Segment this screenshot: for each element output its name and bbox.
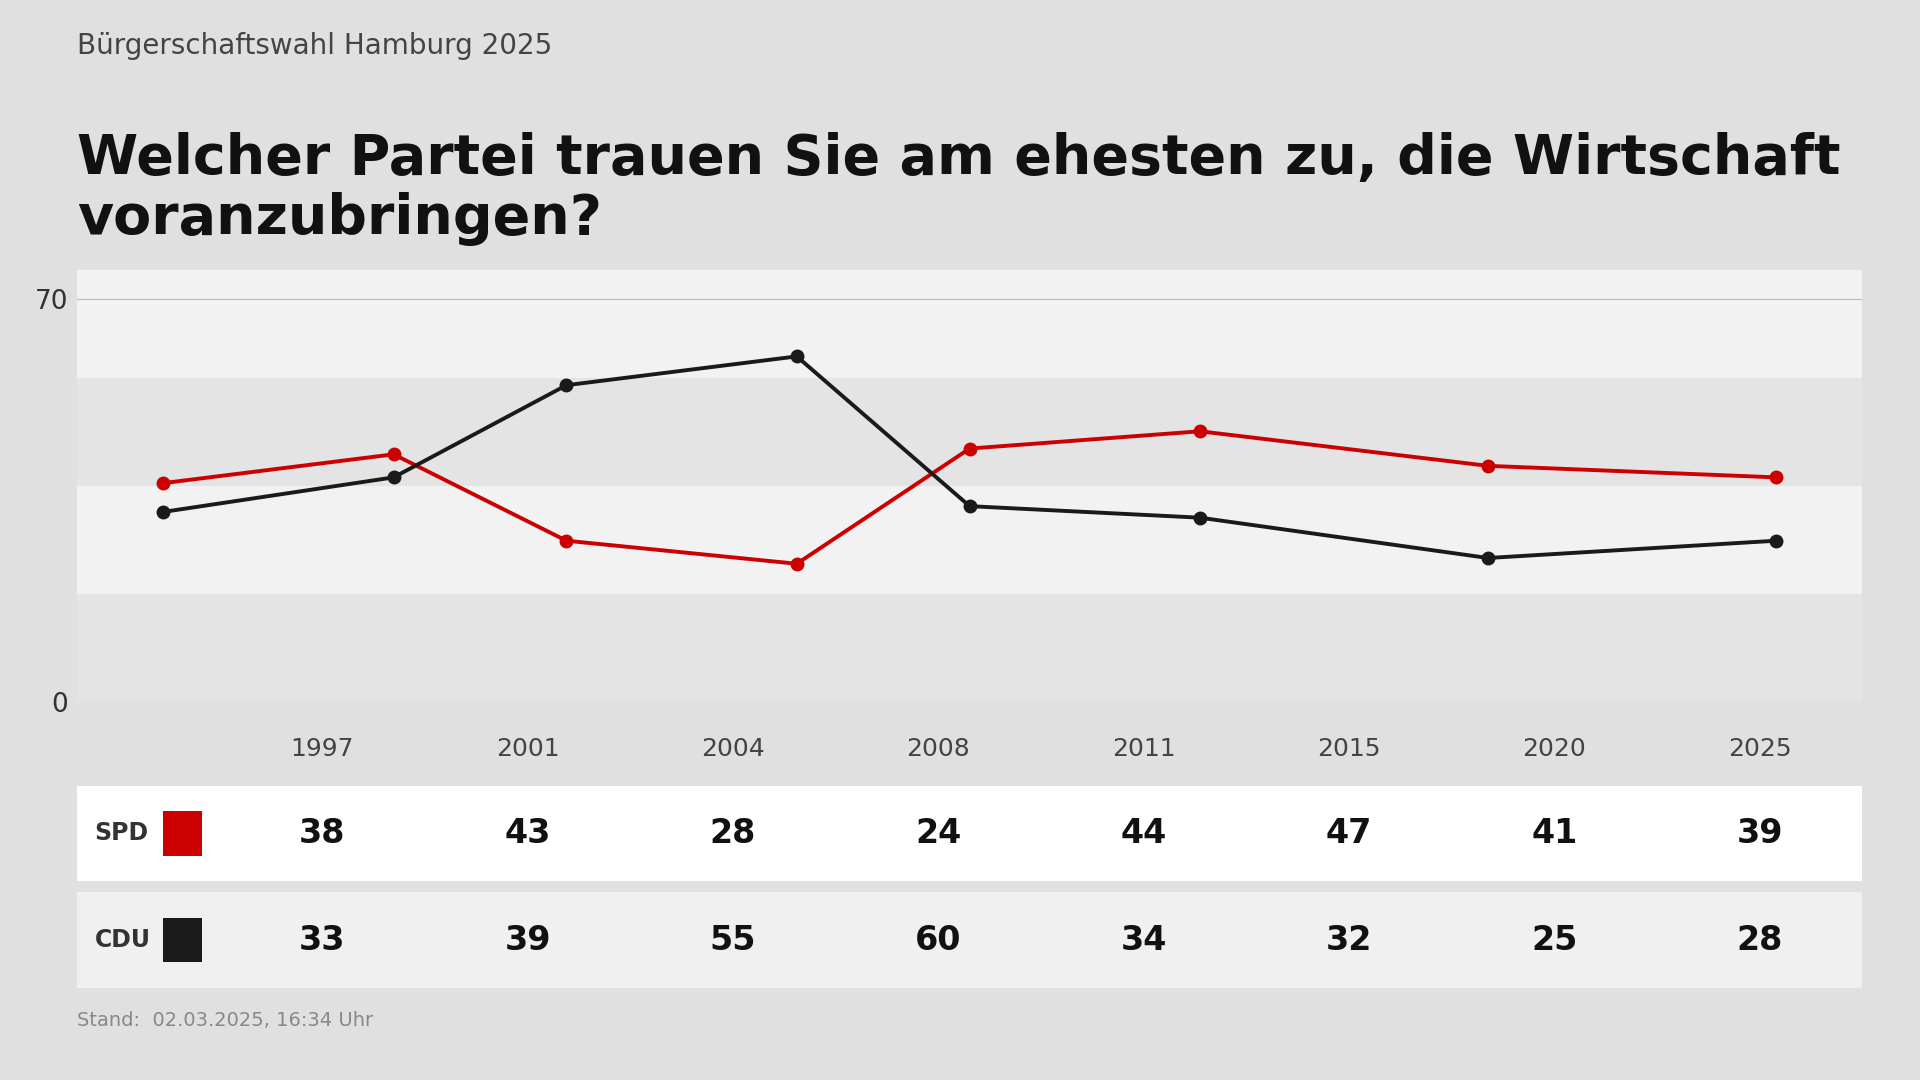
Text: 2015: 2015: [1317, 737, 1380, 761]
Text: Stand:  02.03.2025, 16:34 Uhr: Stand: 02.03.2025, 16:34 Uhr: [77, 1011, 372, 1030]
Bar: [77, 270, 1862, 378]
Bar: [77, 378, 1862, 486]
Text: 47: 47: [1327, 816, 1373, 850]
Text: 33: 33: [300, 923, 346, 957]
Text: 25: 25: [1530, 923, 1578, 957]
Bar: [77, 892, 1862, 988]
Text: Welcher Partei trauen Sie am ehesten zu, die Wirtschaft
voranzubringen?: Welcher Partei trauen Sie am ehesten zu,…: [77, 132, 1839, 246]
Text: SPD: SPD: [94, 821, 148, 846]
Text: 2025: 2025: [1728, 737, 1791, 761]
Text: 32: 32: [1327, 923, 1373, 957]
Text: 2004: 2004: [701, 737, 764, 761]
Bar: [77, 486, 1862, 594]
Text: Bürgerschaftswahl Hamburg 2025: Bürgerschaftswahl Hamburg 2025: [77, 32, 553, 60]
Text: 2001: 2001: [495, 737, 559, 761]
Text: 44: 44: [1121, 816, 1167, 850]
Text: 34: 34: [1121, 923, 1167, 957]
Text: CDU: CDU: [94, 928, 150, 953]
Text: 2008: 2008: [906, 737, 970, 761]
Text: 39: 39: [1736, 816, 1784, 850]
Text: 41: 41: [1532, 816, 1578, 850]
Bar: [77, 785, 1862, 881]
Text: 38: 38: [300, 816, 346, 850]
Text: 28: 28: [710, 816, 756, 850]
Bar: [163, 811, 202, 855]
Text: 2011: 2011: [1112, 737, 1175, 761]
Bar: [163, 918, 202, 962]
Text: 2020: 2020: [1523, 737, 1586, 761]
Text: 1997: 1997: [290, 737, 353, 761]
Text: 55: 55: [710, 923, 756, 957]
Text: 60: 60: [916, 923, 962, 957]
Text: 39: 39: [505, 923, 551, 957]
Bar: [77, 594, 1862, 702]
Text: 24: 24: [916, 816, 962, 850]
Text: 28: 28: [1736, 923, 1784, 957]
Text: 43: 43: [505, 816, 551, 850]
